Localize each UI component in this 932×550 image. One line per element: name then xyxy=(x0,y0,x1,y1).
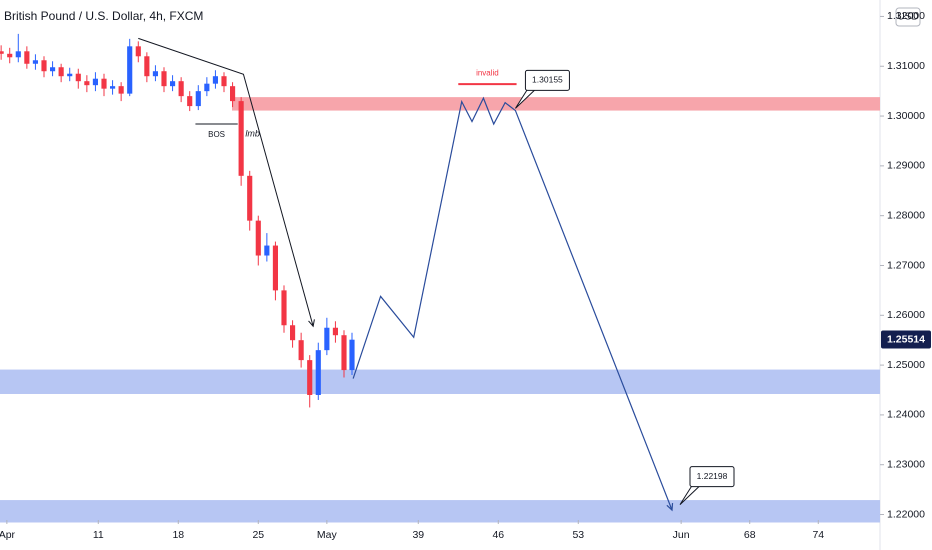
candle-body xyxy=(221,76,227,87)
candle-body xyxy=(118,86,124,94)
candle-body xyxy=(298,340,304,361)
candle-body xyxy=(290,325,296,341)
chart-title: British Pound / U.S. Dollar, 4h, FXCM xyxy=(4,9,203,23)
callout-label: 1.30155 xyxy=(532,75,563,85)
candle-body xyxy=(15,51,21,58)
candle-body xyxy=(41,60,47,72)
candle-body xyxy=(178,81,184,97)
x-tick-label: 39 xyxy=(412,529,424,541)
arrow-head xyxy=(666,503,674,512)
currency[interactable]: USD xyxy=(897,12,918,23)
callout-box xyxy=(524,69,570,91)
candle-body xyxy=(307,360,313,395)
candle-body xyxy=(255,220,261,256)
callout-pointer xyxy=(515,88,536,109)
invalid-label: invalid xyxy=(476,68,499,77)
candle-body xyxy=(84,81,90,86)
candle-body xyxy=(230,86,236,102)
candle-body xyxy=(127,46,133,94)
candle-body xyxy=(272,245,278,291)
candle-body xyxy=(144,56,150,77)
y-tick-label: 1.26000 xyxy=(887,309,925,321)
candle-body xyxy=(195,91,201,107)
candle-body xyxy=(67,73,73,77)
callout-box xyxy=(689,466,735,488)
y-tick-label: 1.24000 xyxy=(887,409,925,421)
candle-body xyxy=(58,67,64,77)
y-tick-label: 1.27000 xyxy=(887,259,925,271)
candle-body xyxy=(238,101,244,176)
y-tick-label: 1.22000 xyxy=(887,508,925,520)
candle-body xyxy=(110,86,116,89)
x-tick-label: 18 xyxy=(172,529,184,541)
x-tick-label: 53 xyxy=(572,529,584,541)
y-tick-label: 1.23000 xyxy=(887,458,925,470)
candle-body xyxy=(50,67,56,72)
zone xyxy=(0,500,880,523)
candle-body xyxy=(187,96,193,107)
last-price-box xyxy=(881,330,931,349)
trend-line xyxy=(138,37,314,327)
candle-body xyxy=(264,245,270,256)
candle-body xyxy=(204,83,210,92)
candle-body xyxy=(24,51,30,64)
projection-line xyxy=(352,96,673,511)
candle-body xyxy=(170,81,176,87)
x-tick-label: 11 xyxy=(93,529,104,541)
candle-body xyxy=(349,339,355,371)
zone xyxy=(0,369,880,394)
candle-body xyxy=(315,350,321,395)
candle-body xyxy=(324,327,330,351)
y-tick-label: 1.29000 xyxy=(887,160,925,172)
y-tick-label: 1.28000 xyxy=(887,209,925,221)
candle-body xyxy=(32,60,38,64)
x-tick-label: 25 xyxy=(252,529,264,541)
candle-body xyxy=(152,71,158,77)
arrow-head xyxy=(308,319,315,328)
candle-body xyxy=(281,290,287,326)
zone xyxy=(232,97,880,111)
candle-body xyxy=(101,78,107,89)
x-tick-label: 68 xyxy=(744,529,756,541)
x-tick-label: 74 xyxy=(812,529,824,541)
x-tick-label: May xyxy=(317,529,338,541)
candle-body xyxy=(135,46,141,57)
candle-body xyxy=(0,51,4,54)
callout-pointer xyxy=(679,485,701,506)
bos-label: BOS xyxy=(208,130,225,139)
y-tick-label: 1.30000 xyxy=(887,110,925,122)
candle-body xyxy=(75,73,81,82)
candle-body xyxy=(247,175,253,221)
x-tick-label: Apr xyxy=(0,529,16,541)
callout-label: 1.22198 xyxy=(697,471,728,481)
x-tick-label: Jun xyxy=(673,529,690,541)
candle-body xyxy=(92,78,98,86)
candle-body xyxy=(161,71,167,87)
candle-body xyxy=(332,327,338,336)
currency-box[interactable] xyxy=(895,7,921,27)
y-tick-label: 1.31000 xyxy=(887,60,925,72)
candle-body xyxy=(7,53,13,58)
candle-body xyxy=(212,76,218,84)
candle-body xyxy=(341,335,347,371)
x-tick-label: 46 xyxy=(492,529,504,541)
lmb-label: lmb xyxy=(245,128,260,138)
last-price-label: 1.25514 xyxy=(887,333,925,345)
y-tick-label: 1.25000 xyxy=(887,359,925,371)
y-tick-label: 1.32000 xyxy=(887,10,925,22)
